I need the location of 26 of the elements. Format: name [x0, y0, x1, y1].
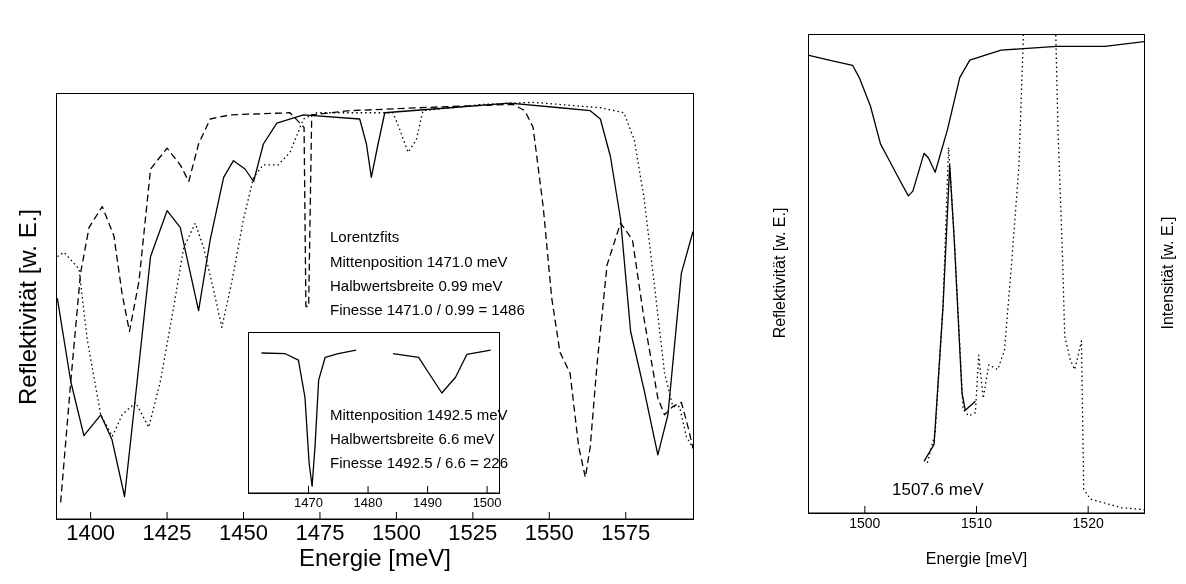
y-axis-title: Reflektivität [w. E.]: [771, 206, 789, 341]
x-tick-label: 1525: [448, 519, 498, 545]
x-tick-label: 1550: [524, 519, 574, 545]
x-tick-label: 1425: [142, 519, 192, 545]
x-tick-label: 1480: [353, 495, 383, 511]
y-axis-title: Reflektivität [w. E.]: [14, 207, 42, 407]
x-tick-label: 1510: [960, 514, 993, 531]
x-tick-label: 1500: [849, 514, 881, 531]
annotation: Mittenposition 1471.0 meV: [330, 252, 508, 270]
annotation: Lorentzfits: [330, 227, 400, 245]
x-tick-label: 1400: [66, 519, 116, 545]
annotation: Halbwertsbreite 6.6 meV: [330, 429, 495, 447]
x-tick-label: 1500: [472, 495, 502, 511]
x-tick-label: 1500: [371, 519, 421, 545]
annotation: Halbwertsbreite 0.99 meV: [330, 276, 503, 294]
annotation: 1507.6 meV: [892, 479, 984, 500]
x-tick-label: 1520: [1072, 514, 1104, 531]
annotation: Finesse 1471.0 / 0.99 = 1486: [330, 300, 525, 318]
x-tick-label: 1450: [219, 519, 268, 545]
x-axis-title: Energie [meV]: [297, 544, 453, 572]
x-tick-label: 1470: [294, 495, 323, 511]
x-tick-label: 1490: [413, 495, 443, 511]
y2-axis-title: Intensität [w. E.]: [1159, 215, 1177, 332]
x-axis-title: Energie [meV]: [924, 550, 1029, 568]
x-tick-label: 1575: [601, 519, 651, 545]
x-tick-label: 1475: [295, 519, 345, 545]
